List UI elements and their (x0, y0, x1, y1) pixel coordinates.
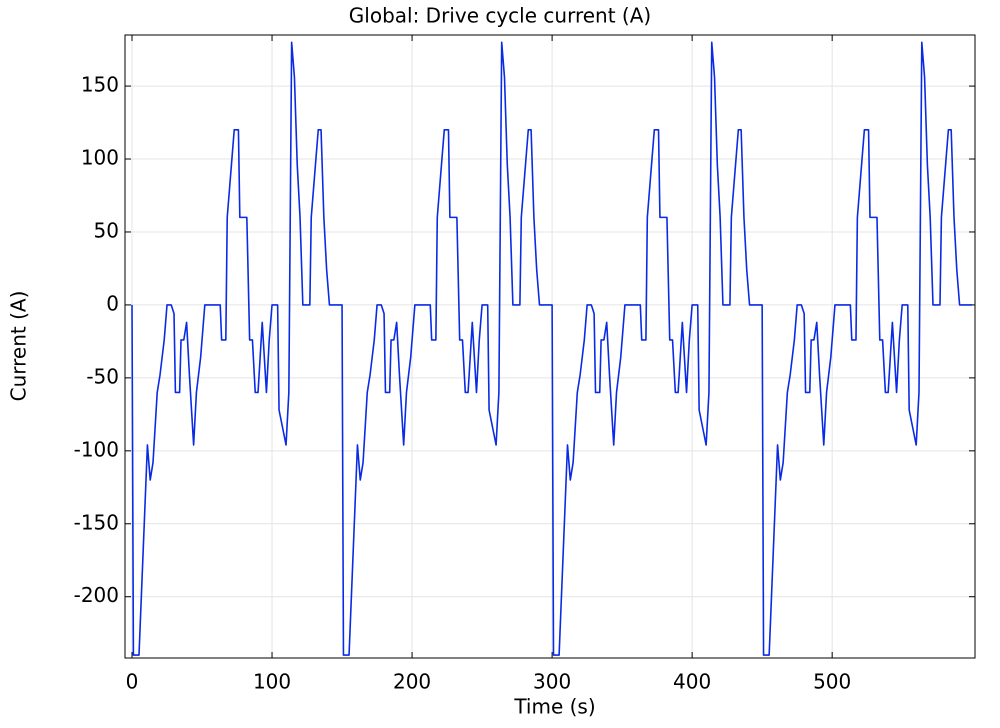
x-axis-label: Time (s) (513, 695, 595, 719)
y-tick-label: 0 (106, 291, 119, 315)
y-tick-label: 100 (81, 146, 119, 170)
x-tick-label: 500 (813, 670, 851, 694)
y-tick-label: -100 (74, 437, 119, 461)
x-tick-label: 0 (126, 670, 139, 694)
x-tick-label: 100 (253, 670, 291, 694)
y-tick-label: -150 (74, 510, 119, 534)
y-axis-label: Current (A) (7, 291, 31, 402)
data-line (131, 41, 973, 656)
y-tick-label: 50 (94, 218, 119, 242)
plot-frame (124, 34, 976, 659)
x-tick-label: 400 (673, 670, 711, 694)
chart-title: Global: Drive cycle current (A) (349, 4, 651, 28)
y-tick-label: -50 (86, 364, 119, 388)
y-tick-label: -200 (74, 583, 119, 607)
y-tick-label: 150 (81, 73, 119, 97)
x-tick-label: 200 (393, 670, 431, 694)
x-tick-label: 300 (533, 670, 571, 694)
